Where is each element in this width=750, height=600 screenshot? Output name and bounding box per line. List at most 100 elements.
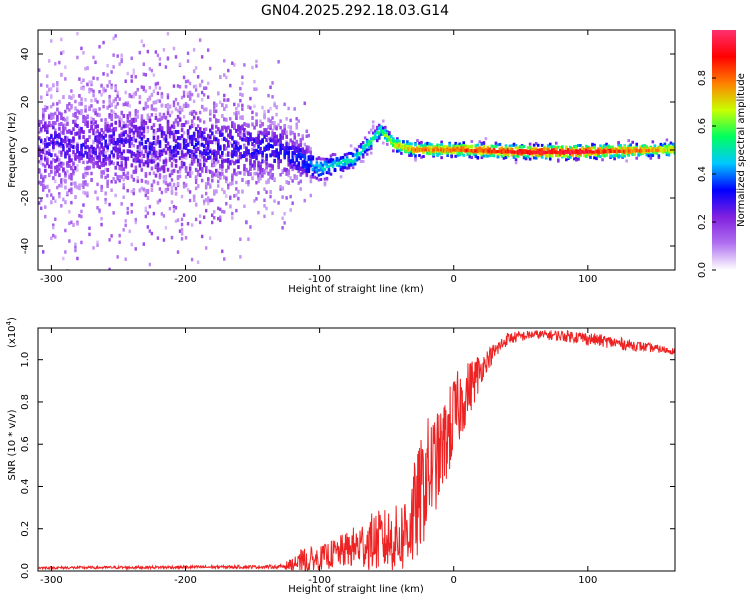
spectrogram-cell xyxy=(92,93,95,98)
spectrogram-noise-cell xyxy=(126,188,129,193)
spectrogram-cell xyxy=(198,173,202,178)
spectrogram-cell xyxy=(178,143,182,148)
spectrogram-cell xyxy=(283,155,287,160)
spectrogram-noise-cell xyxy=(82,183,85,187)
spectrogram-cell xyxy=(671,142,675,146)
spectrogram-cell xyxy=(227,140,230,145)
spectrogram-cell xyxy=(120,151,124,156)
spectrogram-cell xyxy=(208,135,212,140)
spectrogram-noise-cell xyxy=(213,163,216,168)
spectrogram-cell xyxy=(166,123,170,128)
spectrogram-cell xyxy=(78,156,81,161)
spectrogram-cell xyxy=(172,137,176,142)
spectrogram-noise-cell xyxy=(198,132,202,136)
spectrogram-noise-cell xyxy=(188,93,192,97)
spectrogram-cell xyxy=(118,149,122,154)
spectrogram-cell xyxy=(295,174,299,179)
spectrogram-cell xyxy=(319,161,323,165)
spectrogram-cell xyxy=(46,130,49,135)
spectrogram-cell xyxy=(74,195,77,200)
spectrogram-cell xyxy=(64,185,67,190)
spectrogram-noise-cell xyxy=(267,109,270,113)
spectrogram-noise-cell xyxy=(172,103,176,108)
spectrogram-cell xyxy=(540,155,544,159)
spectrogram-noise-cell xyxy=(68,188,71,193)
spectrogram-noise-cell xyxy=(190,171,194,175)
spectrogram-cell xyxy=(241,154,244,159)
spectrogram-cell xyxy=(303,155,307,160)
spectrogram-noise-cell xyxy=(64,118,67,122)
spectrogram-cell xyxy=(309,179,313,184)
spectrogram-cell xyxy=(86,154,89,159)
spectrogram-cell xyxy=(150,92,154,97)
spectrogram-cell xyxy=(72,119,75,124)
spectrogram-cell xyxy=(263,115,266,120)
spectrogram-noise-cell xyxy=(124,102,127,106)
spectrogram-cell xyxy=(56,164,59,169)
spectrogram-cell xyxy=(174,144,178,149)
spectrogram-cell xyxy=(104,154,107,159)
spectrogram-noise-cell xyxy=(54,111,57,116)
spectrogram-cell xyxy=(241,93,244,98)
spectrogram-noise-cell xyxy=(142,62,146,66)
spectrogram-cell xyxy=(659,142,663,146)
spectrogram-cell xyxy=(309,174,313,179)
spectrogram-noise-cell xyxy=(229,141,232,145)
spectrogram-noise-cell xyxy=(219,218,222,223)
spectrogram-cell xyxy=(54,158,57,163)
spectrogram-noise-cell xyxy=(309,193,312,198)
spectrogram-noise-cell xyxy=(44,214,47,219)
spectrogram-cell xyxy=(323,177,327,181)
spectrogram-cell xyxy=(396,140,399,144)
spectrogram-noise-cell xyxy=(202,215,206,219)
spectrogram-noise-cell xyxy=(194,66,198,70)
spectrogram-cell xyxy=(271,120,274,125)
spectrogram-cell xyxy=(355,158,359,162)
spectrogram-noise-cell xyxy=(271,135,274,139)
spectrogram-cell xyxy=(548,142,552,146)
spectrogram-cell xyxy=(186,103,190,108)
spectrogram-cell xyxy=(245,157,248,162)
spectrogram-noise-cell xyxy=(247,237,250,241)
spectrogram-cell xyxy=(142,126,146,131)
spectrogram-cell xyxy=(104,127,107,132)
spectrogram-cell xyxy=(522,145,526,149)
spectrogram-ridge-cell xyxy=(442,148,445,152)
spectrogram-cell xyxy=(343,153,347,157)
spectrogram-cell xyxy=(361,141,365,145)
spectrogram-cell xyxy=(440,143,443,147)
spectrogram-noise-cell xyxy=(267,137,270,141)
spectrogram-cell xyxy=(617,146,620,150)
spectrogram-noise-cell xyxy=(72,171,75,176)
spectrogram-cell xyxy=(130,153,134,158)
spectrogram-cell xyxy=(667,150,671,154)
spectrogram-ridge-cell xyxy=(648,149,650,153)
spectrogram-cell xyxy=(219,175,222,180)
spectrogram-noise-cell xyxy=(104,167,107,172)
spectrogram-cell xyxy=(498,152,502,156)
spectrogram-noise-cell xyxy=(98,90,101,94)
spectrogram-noise-cell xyxy=(277,60,280,64)
spectrogram-cell xyxy=(130,174,134,179)
spectrogram-cell xyxy=(301,149,305,154)
spectrogram-noise-cell xyxy=(215,173,218,177)
spectrogram-cell xyxy=(166,107,170,112)
spectrogram-noise-cell xyxy=(233,111,236,116)
spectrogram-cell xyxy=(196,172,200,177)
spectrogram-cell xyxy=(200,151,204,156)
spectrogram-noise-cell xyxy=(42,250,45,254)
spectrogram-cell xyxy=(512,155,516,159)
spectrogram-cell xyxy=(100,142,103,147)
spectrogram-noise-cell xyxy=(118,178,121,183)
spectrogram-cell xyxy=(329,172,333,176)
spectrogram-cell xyxy=(291,153,295,158)
spectrogram-noise-cell xyxy=(120,118,123,122)
spectrogram-ridge-cell xyxy=(561,150,563,154)
spectrogram-noise-cell xyxy=(146,116,150,121)
spectrogram-cell xyxy=(297,166,301,171)
spectrogram-ridge-cell xyxy=(511,150,513,154)
spectrogram-cell xyxy=(128,137,132,142)
spectrogram-cell xyxy=(257,160,260,165)
spectrogram-noise-cell xyxy=(253,79,256,84)
spectrogram-cell xyxy=(138,188,142,193)
